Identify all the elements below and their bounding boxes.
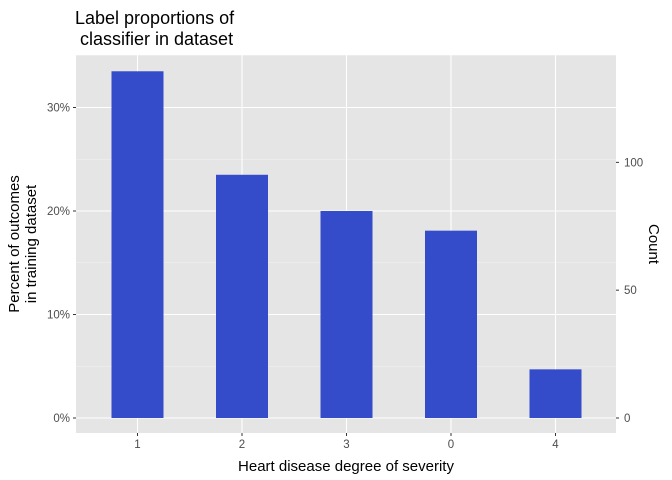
y-tick-label: 30%	[47, 103, 70, 115]
y-tick-label: 0%	[53, 413, 70, 425]
bar-3	[320, 211, 373, 418]
bar-2	[216, 174, 268, 418]
y-tick-label: 10%	[47, 310, 70, 322]
y2-axis-title: Count	[645, 224, 662, 265]
chart-title-line-1: Label proportions of	[75, 8, 235, 28]
x-axis-title: Heart disease degree of severity	[238, 458, 454, 475]
y2-tick-label: 0	[624, 413, 630, 425]
bars	[111, 71, 582, 419]
x-tick-label: 4	[552, 439, 559, 451]
x-tick-label: 2	[239, 439, 245, 451]
bar-4	[529, 369, 582, 418]
x-tick-label: 1	[134, 439, 140, 451]
y2-tick-label: 100	[624, 157, 643, 169]
chart-title-line-2: classifier in dataset	[80, 29, 233, 49]
y2-tick-label: 50	[624, 285, 637, 297]
y-tick-label: 20%	[47, 206, 70, 218]
bar-1	[111, 71, 164, 419]
y-axis-title-line-1: Percent of outcomes	[6, 175, 23, 313]
y-axis-right: 0 50 100	[616, 157, 643, 425]
x-tick-label: 3	[343, 439, 349, 451]
y-axis-left: 0% 10% 20% 30%	[47, 103, 76, 425]
bar-0	[425, 230, 477, 418]
y-axis-title-line-2: in training dataset	[23, 184, 40, 303]
x-axis: 1 2 3 0 4	[134, 433, 559, 451]
x-tick-label: 0	[448, 439, 454, 451]
